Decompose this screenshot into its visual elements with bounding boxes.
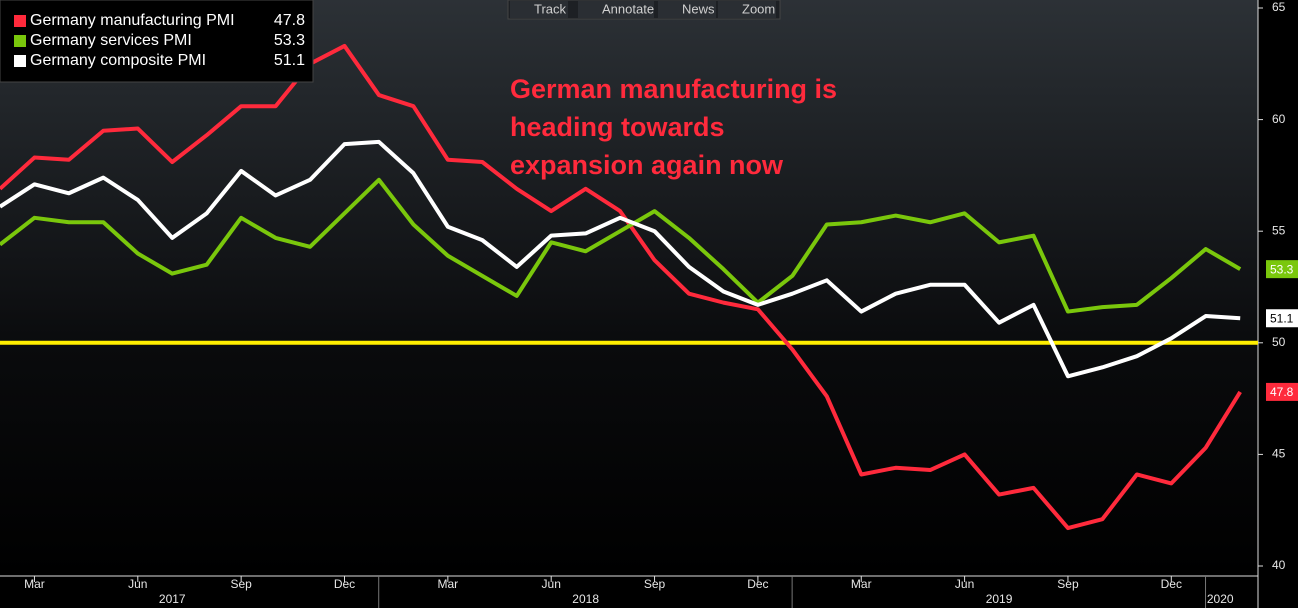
toolbar-button[interactable] [510,1,568,18]
toolbar: Track Annotate News Zoom [507,0,781,20]
value-tag [1266,382,1298,401]
y-tick-label: 40 [1272,558,1286,572]
year-label: 2017 [159,592,186,606]
value-tag [1266,260,1298,279]
x-tick-label: Sep [1057,577,1079,591]
toolbar-button-label[interactable]: Zoom [742,1,775,16]
legend-label: Germany manufacturing PMI [30,12,235,29]
series-line [0,43,1242,531]
legend-value: 51.1 [274,52,305,69]
x-tick-label: Dec [747,577,768,591]
y-tick-label: 50 [1272,335,1286,349]
legend-swatch [14,55,26,67]
toolbar-button[interactable] [718,1,776,18]
value-tag-label: 51.1 [1270,311,1294,325]
x-tick-label: Jun [128,577,147,591]
y-tick-label: 45 [1272,447,1286,461]
year-label: 2019 [986,592,1013,606]
x-tick-label: Mar [851,577,872,591]
x-tick-label: Jun [955,577,974,591]
toolbar-button[interactable] [578,1,654,18]
legend [0,0,314,83]
annotation: heading towards [510,112,725,142]
toolbar-button-label[interactable]: Annotate [602,1,654,16]
year-label: 2018 [572,592,599,606]
series-line [0,139,1241,379]
x-tick-label: Sep [230,577,252,591]
plot-background [0,0,1258,576]
value-tag [1266,309,1298,328]
x-tick-label: Dec [334,577,355,591]
legend-value: 53.3 [274,32,305,49]
toolbar-button[interactable] [658,1,716,18]
toolbar-button-label[interactable]: News [682,1,715,16]
legend-swatch [14,35,26,47]
annotation: German manufacturing is [510,74,837,104]
value-tag-label: 47.8 [1270,385,1294,399]
legend-value: 47.8 [274,12,305,29]
x-tick-label: Sep [644,577,666,591]
x-tick-label: Mar [24,577,45,591]
y-tick-label: 65 [1272,0,1286,14]
y-tick-label: 55 [1272,223,1286,237]
x-tick-label: Dec [1161,577,1182,591]
series-line [0,177,1242,314]
toolbar-button-label[interactable]: Track [534,1,567,16]
x-tick-label: Mar [438,577,459,591]
annotation: expansion again now [510,150,784,180]
year-label: 2020 [1207,592,1234,606]
value-tag-label: 53.3 [1270,262,1294,276]
x-tick-label: Jun [542,577,561,591]
y-tick-label: 60 [1272,112,1286,126]
legend-label: Germany services PMI [30,32,192,49]
legend-swatch [14,15,26,27]
legend-label: Germany composite PMI [30,52,206,69]
